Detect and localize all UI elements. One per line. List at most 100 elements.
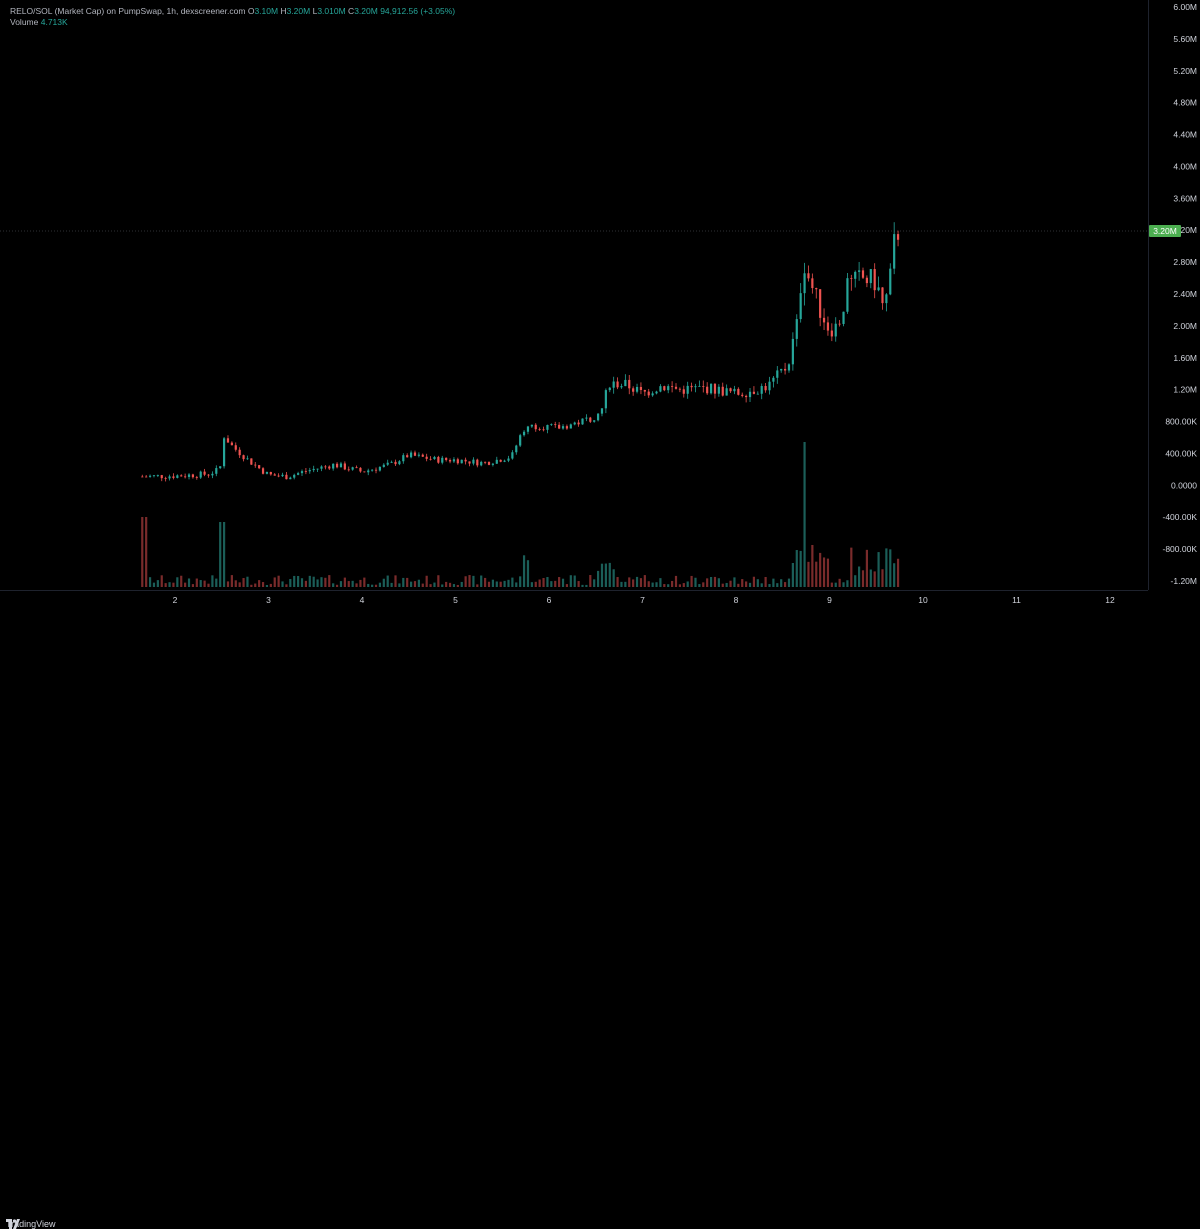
volume-bar: [230, 575, 233, 587]
volume-bar: [643, 575, 646, 587]
volume-bar: [367, 583, 370, 587]
volume-bar: [752, 576, 756, 587]
legend-ohlc-row: RELO/SOL (Market Cap) on PumpSwap, 1h, d…: [10, 6, 455, 17]
volume-bar: [472, 575, 475, 587]
volume-bar: [534, 581, 537, 587]
high-value: 3.20M: [286, 6, 311, 16]
candle-body: [374, 469, 378, 471]
volume-bar: [783, 582, 787, 587]
volume-bar: [347, 581, 350, 587]
candle-body: [211, 473, 214, 476]
candle-body: [207, 474, 210, 476]
candle-body: [608, 387, 611, 391]
price-tick-label: 2.80M: [1173, 257, 1197, 267]
candle-body: [246, 458, 249, 460]
price-tick-label: 5.60M: [1173, 34, 1197, 44]
volume-bar: [585, 584, 588, 587]
candle-body: [830, 330, 833, 337]
volume-bar: [760, 583, 763, 587]
time-axis[interactable]: 2 3 4 5 6 7 8 9 10 11 12: [0, 590, 1148, 609]
candle-body: [308, 470, 311, 472]
candle-body: [733, 388, 736, 392]
candle-body: [698, 386, 701, 387]
volume-bar: [499, 581, 502, 587]
volume-bar: [519, 576, 522, 587]
volume-bar: [807, 561, 810, 587]
candle-body: [522, 431, 526, 436]
volume-bar: [452, 584, 456, 587]
volume-bar: [269, 583, 272, 587]
volume-bar: [542, 577, 545, 587]
candle-body: [519, 435, 522, 446]
volume-bar: [441, 584, 444, 587]
volume-bar: [246, 576, 249, 587]
candle-body: [476, 459, 479, 466]
volume-bar: [417, 579, 420, 587]
volume-bar: [359, 579, 362, 587]
price-tick-label: -400.00K: [1163, 512, 1198, 522]
volume-bar: [745, 581, 748, 587]
tradingview-brand[interactable]: TradingView: [6, 1219, 56, 1229]
volume-bar: [219, 522, 222, 587]
volume-bar: [176, 577, 179, 587]
volume-bar: [869, 569, 872, 587]
volume-bar: [616, 577, 619, 587]
high-label: H: [280, 6, 287, 16]
candle-body: [515, 445, 518, 453]
volume-bar: [682, 583, 685, 587]
candle-body: [858, 270, 861, 272]
candle-body: [456, 459, 459, 464]
volume-bar: [277, 575, 280, 587]
volume-bar: [503, 580, 506, 587]
candle-body: [713, 383, 717, 394]
volume-bar: [558, 577, 561, 587]
chart-plot-area[interactable]: RELO/SOL (Market Cap) on PumpSwap, 1h, d…: [0, 0, 1148, 590]
time-tick-label: 2: [173, 595, 178, 605]
volume-bar: [600, 563, 604, 587]
time-tick-label: 7: [640, 595, 645, 605]
volume-bar: [222, 522, 226, 587]
candle-body: [589, 417, 592, 422]
candle-body: [756, 393, 759, 395]
volume-bar: [577, 581, 580, 587]
price-axis[interactable]: 6.00M 5.60M 5.20M 4.80M 4.40M 4.00M 3.60M 3.20M…: [1148, 0, 1200, 590]
volume-bar: [639, 578, 643, 587]
volume-bar: [273, 577, 276, 587]
volume-bar: [846, 580, 849, 587]
candle-body: [312, 468, 315, 471]
volume-bar: [764, 576, 767, 587]
candle-body: [195, 477, 198, 479]
price-tick-label: 400.00K: [1165, 448, 1197, 458]
candle-body: [289, 477, 292, 480]
candle-body: [464, 459, 467, 462]
volume-bar: [737, 583, 740, 587]
candle-body: [472, 459, 475, 464]
volume-bar: [308, 575, 311, 587]
candle-body: [433, 456, 436, 460]
candle-body: [593, 420, 596, 422]
candle-body: [655, 391, 658, 394]
volume-bar: [569, 575, 572, 587]
volume-bar: [717, 578, 720, 587]
volume-bar: [674, 575, 678, 587]
volume-bar: [464, 576, 467, 587]
candle-body: [585, 417, 588, 419]
candle-body: [398, 461, 401, 465]
volume-bar: [425, 575, 428, 587]
volume-bar: [242, 578, 245, 587]
volume-bar: [300, 578, 304, 587]
candle-body: [367, 470, 370, 473]
volume-bar: [148, 577, 152, 587]
candle-body: [702, 386, 705, 387]
volume-bar: [698, 584, 701, 587]
volume-bar: [834, 582, 837, 587]
volume-bar: [487, 581, 491, 587]
volume-bar: [635, 576, 639, 587]
volume-bar: [289, 578, 292, 587]
candle-body: [145, 476, 148, 478]
candle-body: [877, 287, 880, 291]
volume-bar: [406, 577, 409, 587]
candle-body: [417, 454, 420, 456]
volume-bar: [484, 577, 487, 587]
time-tick-label: 12: [1105, 595, 1115, 605]
